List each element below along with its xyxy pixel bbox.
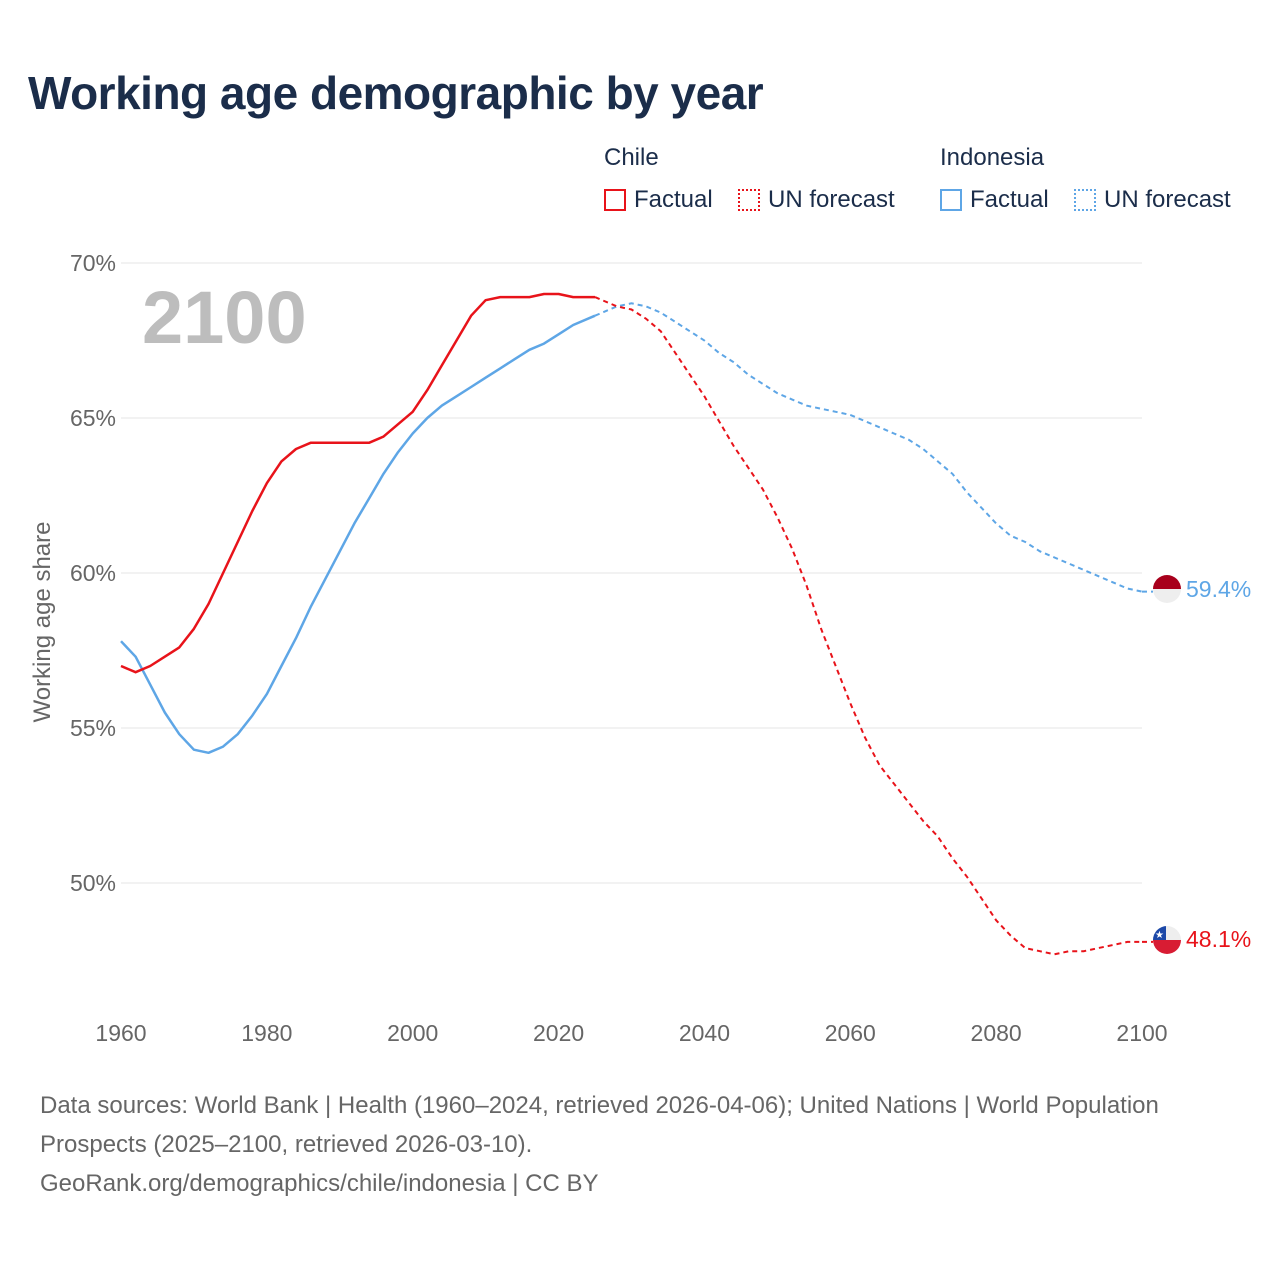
overlay-year: 2100 [142,276,307,359]
x-tick-label: 2000 [387,1020,438,1046]
sources-text: Data sources: World Bank | Health (1960–… [40,1092,1159,1158]
x-tick-label: 2080 [971,1020,1022,1046]
chart-title: Working age demographic by year [28,67,764,119]
legend-item-indonesia-forecast[interactable]: UN forecast [1074,186,1231,214]
legend-item-chile-forecast[interactable]: UN forecast [738,186,895,214]
y-tick-label: 65% [70,405,116,431]
y-tick-label: 70% [70,250,116,276]
x-tick-label: 2100 [1116,1020,1167,1046]
legend-item-indonesia-factual[interactable]: Factual [940,186,1049,214]
x-tick-label: 2040 [679,1020,730,1046]
legend-swatch-dotted [738,189,760,211]
x-tick-label: 2020 [533,1020,584,1046]
legend-label: UN forecast [1104,186,1231,213]
series-line-chile-factual[interactable] [120,292,595,674]
legend-item-chile-factual[interactable]: Factual [604,186,713,214]
y-tick-label: 55% [70,715,116,741]
legend-label: Factual [634,186,713,213]
data-sources: Data sources: World Bank | Health (1960–… [40,1086,1200,1203]
sources-link[interactable]: GeoRank.org/demographics/chile/indonesia… [40,1170,599,1197]
end-label-chile: 48.1% [1186,926,1251,952]
x-axis-ticks: 1960 1980 2000 2020 2040 2060 2080 2100 [95,1020,1167,1046]
series-layer [120,292,1153,956]
chile-flag-icon: ★ [1153,926,1181,954]
legend-swatch-solid [940,189,962,211]
indonesia-flag-icon [1153,575,1181,603]
legend-label: UN forecast [768,186,895,213]
series-line-chile-forecast[interactable] [594,296,1142,956]
y-tick-label: 60% [70,560,116,586]
legend-label: Factual [970,186,1049,213]
x-tick-label: 1960 [95,1020,146,1046]
series-line-indonesia-factual[interactable] [120,314,596,755]
x-tick-label: 2060 [825,1020,876,1046]
legend-group-chile: Chile [604,144,659,171]
y-tick-label: 50% [70,870,116,896]
line-chart: 50% 55% 60% 65% 70% 1960 1980 2000 2020 2040 2060… [29,250,1251,1046]
end-label-indonesia: 59.4% [1186,576,1251,602]
y-axis-ticks: 50% 55% 60% 65% 70% [70,250,116,896]
legend-group-indonesia: Indonesia [940,144,1045,171]
svg-text:★: ★ [1155,930,1164,941]
legend-swatch-solid [604,189,626,211]
series-line-indonesia-forecast[interactable] [594,302,1143,593]
legend-swatch-dotted [1074,189,1096,211]
y-axis-label: Working age share [29,522,56,723]
x-tick-label: 1980 [241,1020,292,1046]
